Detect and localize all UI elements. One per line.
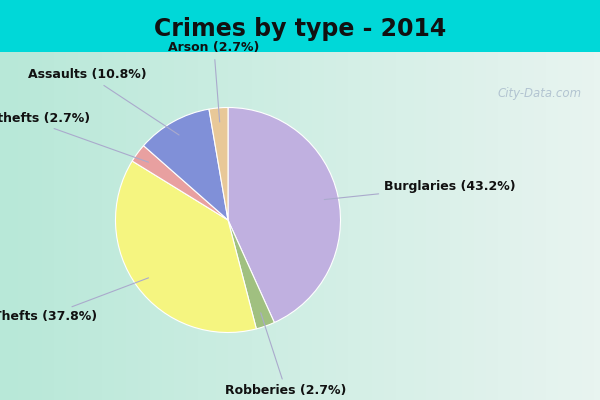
Text: Thefts (37.8%): Thefts (37.8%)	[0, 278, 149, 324]
Text: City-Data.com: City-Data.com	[498, 87, 582, 100]
Text: Assaults (10.8%): Assaults (10.8%)	[28, 68, 179, 135]
Text: Burglaries (43.2%): Burglaries (43.2%)	[324, 180, 516, 200]
Wedge shape	[132, 146, 228, 220]
Wedge shape	[228, 220, 274, 329]
Text: Auto thefts (2.7%): Auto thefts (2.7%)	[0, 112, 149, 162]
Text: Arson (2.7%): Arson (2.7%)	[168, 41, 260, 122]
Wedge shape	[228, 108, 340, 322]
Wedge shape	[116, 161, 256, 332]
Text: Crimes by type - 2014: Crimes by type - 2014	[154, 17, 446, 41]
Wedge shape	[143, 109, 228, 220]
Text: Robberies (2.7%): Robberies (2.7%)	[226, 313, 347, 398]
Wedge shape	[209, 108, 228, 220]
